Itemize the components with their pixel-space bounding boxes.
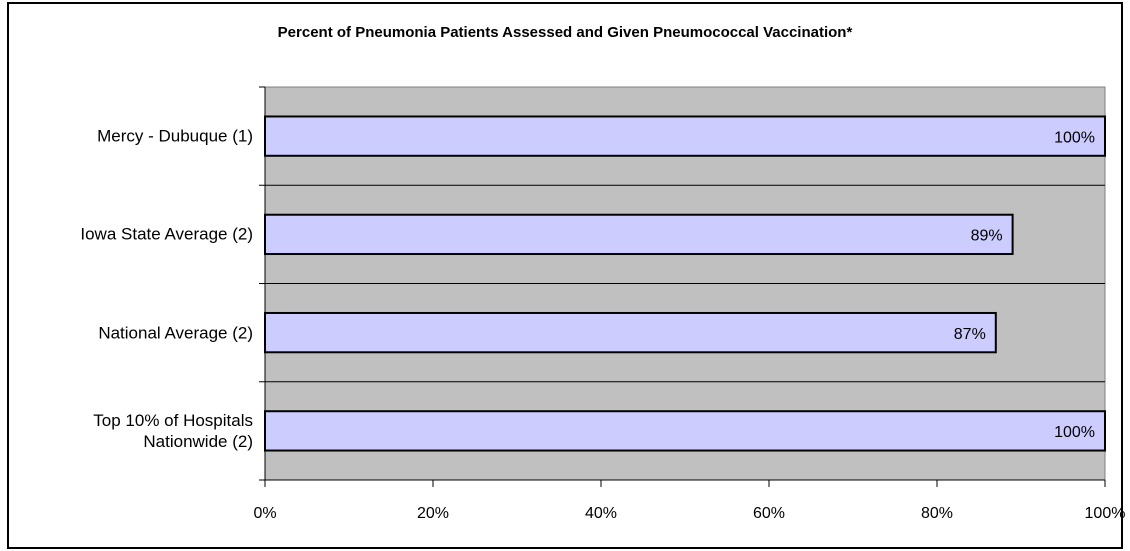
- y-tick-label: National Average (2): [98, 323, 253, 343]
- value-label: 100%: [1054, 129, 1095, 146]
- chart-title: Percent of Pneumonia Patients Assessed a…: [278, 24, 853, 41]
- x-tick-label: 60%: [753, 505, 785, 522]
- x-tick-label: 80%: [921, 505, 953, 522]
- value-label: 87%: [954, 326, 986, 343]
- y-tick-label: Mercy - Dubuque (1): [97, 126, 253, 146]
- x-tick-label: 100%: [1085, 505, 1126, 522]
- bar: [264, 311, 997, 354]
- y-tick-label: Top 10% of Hospitals Nationwide (2): [93, 410, 253, 451]
- x-tick-label: 20%: [417, 505, 449, 522]
- value-label: 100%: [1054, 424, 1095, 441]
- bar: [264, 410, 1106, 452]
- bar: [264, 115, 1106, 157]
- x-tick-label: 0%: [253, 505, 276, 522]
- x-tick-label: 40%: [585, 505, 617, 522]
- value-label: 89%: [971, 228, 1003, 245]
- y-tick-label: Iowa State Average (2): [80, 224, 253, 244]
- bar: [264, 213, 1014, 256]
